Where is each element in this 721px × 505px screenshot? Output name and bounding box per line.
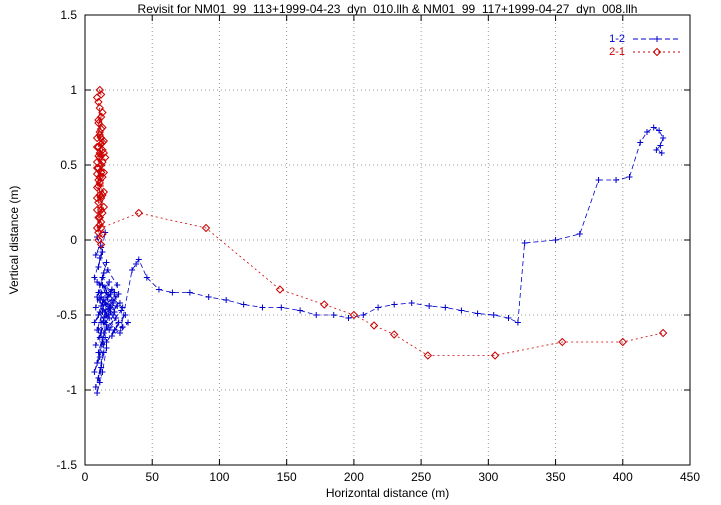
svg-text:250: 250 [411,470,431,484]
svg-text:1.5: 1.5 [60,8,77,22]
svg-text:0.5: 0.5 [60,158,77,172]
svg-text:400: 400 [613,470,633,484]
svg-text:50: 50 [146,470,160,484]
svg-text:-1: -1 [66,383,77,397]
x-axis-label: Horizontal distance (m) [325,486,450,500]
chart-title: Revisit for NM01_99_113+1999-04-23_dyn_0… [137,2,638,16]
legend-label: 2-1 [609,45,625,58]
svg-text:200: 200 [344,470,364,484]
svg-text:350: 350 [546,470,566,484]
svg-text:-1.5: -1.5 [56,458,77,472]
legend-entry-1-2: 1-2 [609,32,683,45]
svg-text:450: 450 [680,470,700,484]
svg-text:150: 150 [277,470,297,484]
svg-text:300: 300 [478,470,498,484]
svg-text:0: 0 [70,233,77,247]
legend-line-sample [633,35,681,42]
legend: 1-2 2-1 [609,32,683,58]
legend-entry-2-1: 2-1 [609,45,683,58]
legend-label: 1-2 [609,32,625,45]
svg-text:1: 1 [70,83,77,97]
svg-text:100: 100 [209,470,229,484]
svg-text:-0.5: -0.5 [56,308,77,322]
legend-line-sample [633,47,681,56]
svg-text:0: 0 [82,470,89,484]
